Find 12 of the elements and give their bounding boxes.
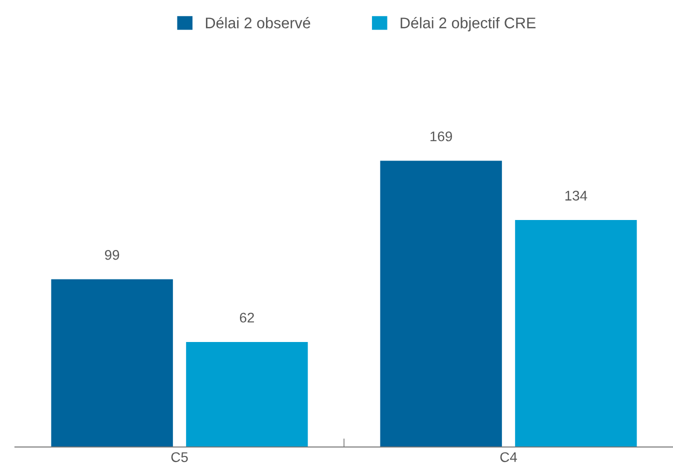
legend-label: Délai 2 observé xyxy=(206,16,310,28)
legend-label: Délai 2 objectif CRE xyxy=(400,16,536,32)
data-label: 134 xyxy=(565,190,588,201)
bar xyxy=(186,342,308,447)
bar xyxy=(51,279,173,447)
data-label: 169 xyxy=(430,131,452,142)
x-tick-label: C5 xyxy=(171,452,188,462)
x-tick-label: C4 xyxy=(500,452,517,462)
data-label: 62 xyxy=(240,312,254,323)
bar xyxy=(515,220,637,447)
bar xyxy=(380,160,502,447)
data-label: 99 xyxy=(104,250,120,260)
